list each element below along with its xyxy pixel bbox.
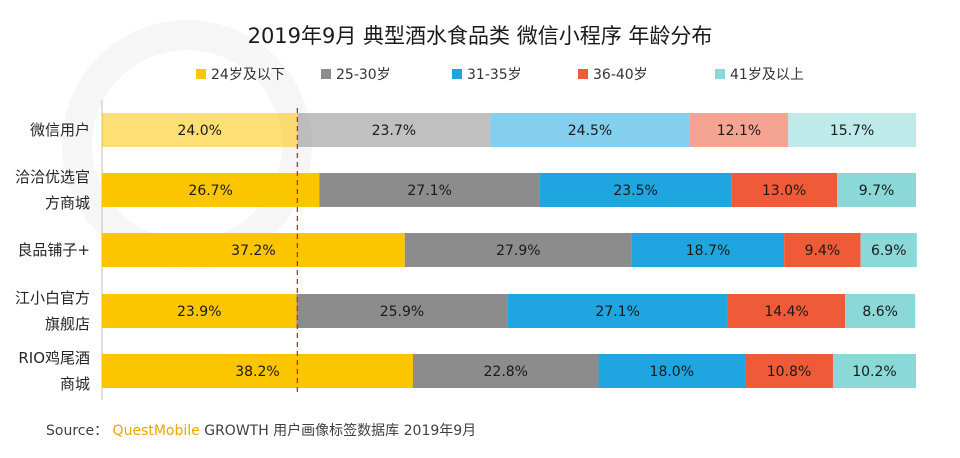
- data-label: 37.2%: [231, 243, 275, 259]
- data-label: 38.2%: [235, 364, 279, 380]
- legend-swatch: [715, 69, 725, 79]
- legend-item: 36-40岁: [578, 64, 648, 84]
- data-label: 27.1%: [407, 183, 451, 199]
- bar-segment: [860, 233, 917, 267]
- category-label: RIO鸡尾酒商城: [18, 349, 90, 393]
- bar-segment: [788, 113, 916, 147]
- legend-item: 24岁及以下: [196, 64, 285, 84]
- legend-label: 31-35岁: [467, 67, 522, 83]
- bar-segment: [731, 173, 838, 207]
- bar-segment: [784, 233, 861, 267]
- data-label: 15.7%: [830, 123, 874, 139]
- data-label: 23.9%: [177, 304, 221, 320]
- bar-segment: [539, 173, 732, 207]
- category-label: 良品铺子+: [17, 241, 90, 259]
- category-label: 江小白官方旗舰店: [15, 289, 90, 333]
- bar-segment: [296, 294, 508, 328]
- legend-item: 41岁及以上: [715, 64, 804, 84]
- source-prefix: Source：: [46, 423, 109, 439]
- data-label: 6.9%: [871, 243, 907, 259]
- source-note: Source： QuestMobile GROWTH 用户画像标签数据库 201…: [46, 420, 476, 440]
- data-label: 9.7%: [859, 183, 895, 199]
- legend-swatch: [452, 69, 462, 79]
- data-label: 8.6%: [862, 304, 898, 320]
- chart-plot: 微信用户 24.0% 23.7% 24.5% 12.1% 15.7% 洽洽优选官方商城 26.…: [15, 100, 917, 400]
- bar-segment: [507, 294, 728, 328]
- bar-segment: [404, 233, 632, 267]
- bar-segment: [412, 354, 599, 388]
- category-label: 微信用户: [30, 121, 90, 139]
- data-label: 10.2%: [852, 364, 896, 380]
- legend-item: 25-30岁: [321, 64, 391, 84]
- bar-segment: [102, 113, 298, 147]
- data-label: 25.9%: [380, 304, 424, 320]
- data-label: 26.7%: [188, 183, 232, 199]
- bar-segment: [102, 294, 297, 328]
- legend-label: 36-40岁: [593, 67, 648, 83]
- category-label: 洽洽优选官方商城: [15, 168, 90, 212]
- data-label: 27.1%: [595, 304, 639, 320]
- bar-segment: [745, 354, 833, 388]
- data-label: 9.4%: [805, 243, 841, 259]
- data-label: 10.8%: [767, 364, 811, 380]
- legend-label: 25-30岁: [336, 67, 391, 83]
- data-label: 22.8%: [484, 364, 528, 380]
- bar-segment: [832, 354, 916, 388]
- source-brand: QuestMobile: [112, 423, 200, 439]
- legend-label: 41岁及以上: [730, 67, 804, 83]
- data-label: 23.5%: [613, 183, 657, 199]
- bar-segment: [297, 113, 491, 147]
- bar-segment: [689, 113, 789, 147]
- legend-swatch: [321, 69, 331, 79]
- data-label: 27.9%: [496, 243, 540, 259]
- bar-segment: [598, 354, 746, 388]
- legend-swatch: [196, 69, 206, 79]
- bar-segment: [102, 233, 405, 267]
- data-label: 18.7%: [686, 243, 730, 259]
- bar-segment: [102, 354, 413, 388]
- legend: 24岁及以下 25-30岁 31-35岁 36-40岁 41岁及以上: [0, 64, 960, 84]
- legend-item: 31-35岁: [452, 64, 522, 84]
- bar-segment: [631, 233, 785, 267]
- data-label: 24.0%: [177, 123, 221, 139]
- data-label: 18.0%: [650, 364, 694, 380]
- bar-segment: [319, 173, 540, 207]
- bar-segment: [837, 173, 916, 207]
- source-text: GROWTH 用户画像标签数据库 2019年9月: [204, 423, 477, 439]
- data-label: 12.1%: [717, 123, 761, 139]
- data-label: 23.7%: [372, 123, 416, 139]
- data-label: 24.5%: [568, 123, 612, 139]
- bar-segment: [845, 294, 916, 328]
- bar-segment: [102, 173, 320, 207]
- data-label: 13.0%: [762, 183, 806, 199]
- chart-title: 2019年9月 典型酒水食品类 微信小程序 年龄分布: [247, 24, 713, 48]
- legend-label: 24岁及以下: [211, 67, 285, 83]
- data-label: 14.4%: [764, 304, 808, 320]
- legend-swatch: [578, 69, 588, 79]
- bar-segment: [490, 113, 690, 147]
- bar-segment: [727, 294, 846, 328]
